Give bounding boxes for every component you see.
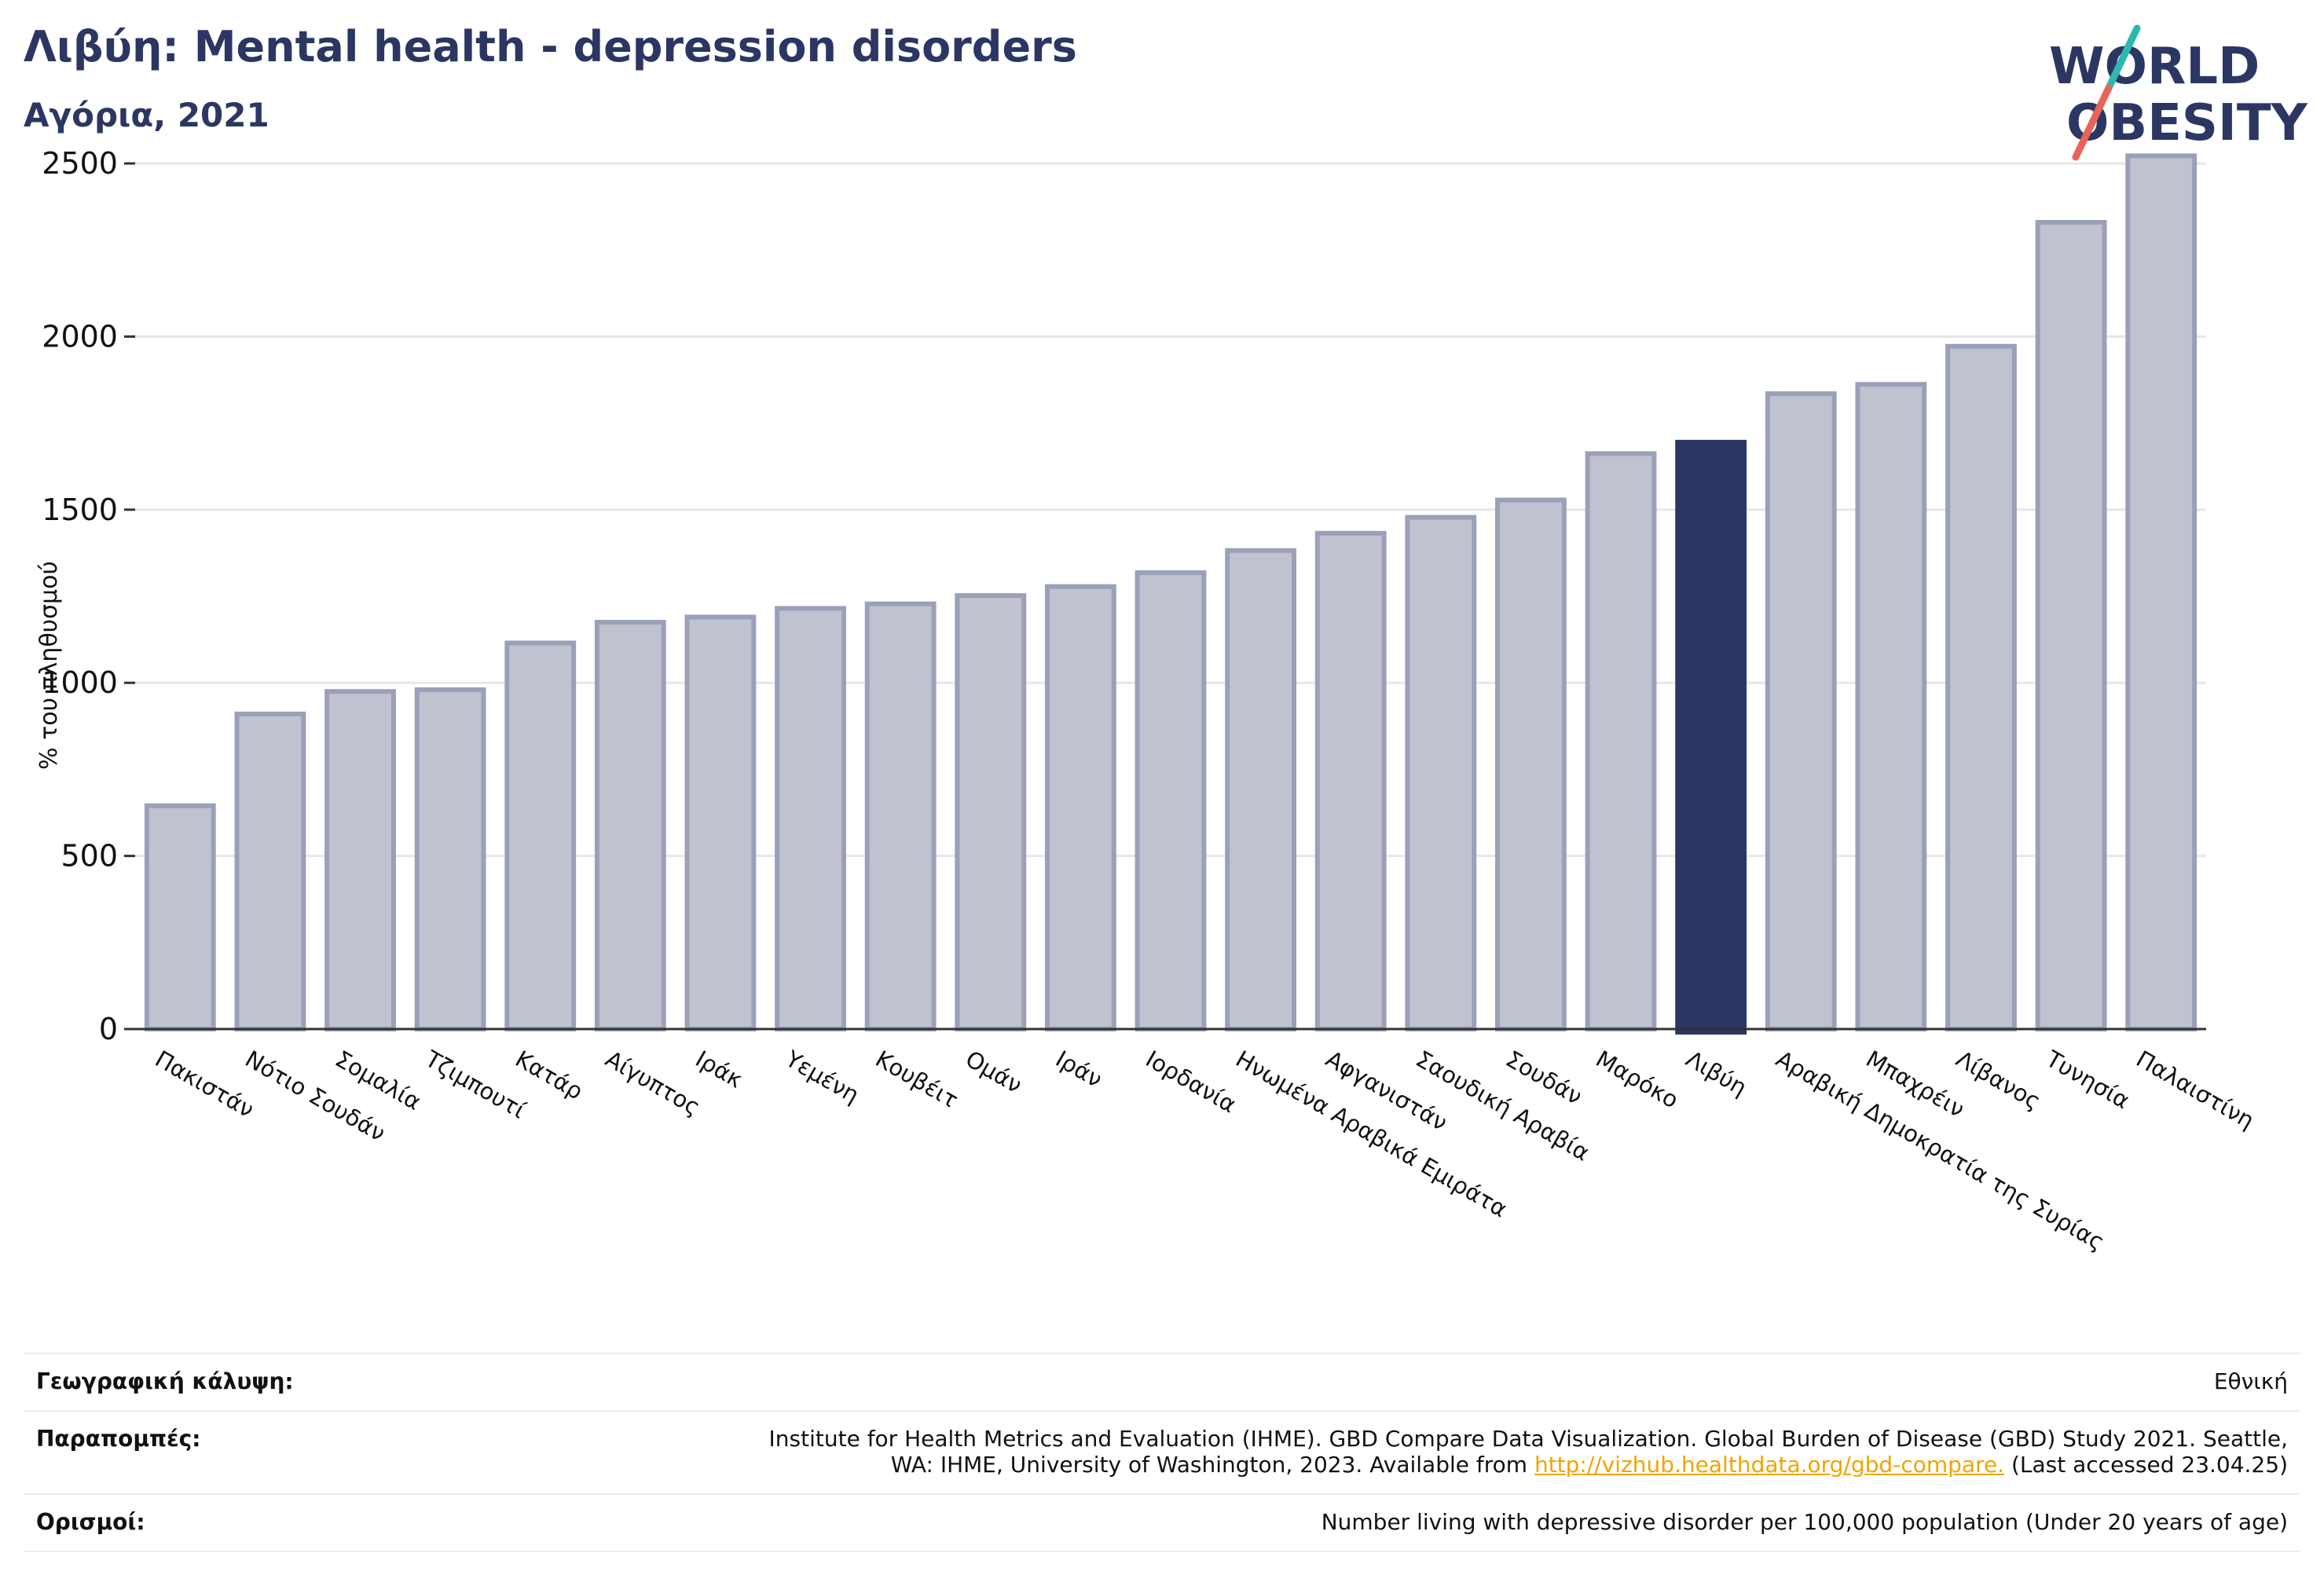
x-tick-label: Αίγυπτος	[601, 1046, 705, 1121]
bar	[1855, 382, 1927, 1031]
bar	[684, 614, 757, 1031]
x-tick-label: Ιορδανία	[1142, 1046, 1241, 1119]
y-tick-label: 0	[99, 1012, 118, 1046]
bar	[775, 606, 846, 1031]
logo-slash-red	[2072, 84, 2113, 161]
x-tick-label: Τυνησία	[2041, 1045, 2135, 1114]
logo-text-world: WORLD	[2049, 38, 2260, 96]
bar	[955, 593, 1027, 1031]
bar	[2035, 220, 2107, 1031]
x-tick-label: Ιράκ	[691, 1046, 747, 1093]
references-link[interactable]: http://vizhub.healthdata.org/gbd-compare…	[1534, 1452, 2005, 1478]
meta-row-definitions: Ορισμοί: Number living with depressive d…	[24, 1495, 2300, 1552]
y-tick-label: 500	[60, 839, 118, 874]
axes	[124, 162, 2206, 1031]
x-tick-label: Πακιστάν	[151, 1046, 258, 1123]
bar	[864, 601, 937, 1031]
bar	[1945, 343, 2017, 1031]
logo-slash-teal	[2105, 24, 2141, 92]
bar	[414, 687, 486, 1031]
y-tick-label: 2500	[42, 146, 118, 181]
x-tick-label: Κουβέιτ	[871, 1046, 963, 1114]
bar	[1765, 391, 1837, 1031]
y-tick-label: 1000	[42, 665, 118, 700]
y-axis-label: % του πληθυσμού	[35, 561, 63, 770]
chart-title: Λιβύη: Mental health - depression disord…	[24, 22, 1077, 71]
coverage-value: Εθνική	[2213, 1368, 2288, 1394]
coverage-label: Γεωγραφική κάλυψη:	[36, 1368, 294, 1394]
y-tick-label: 2000	[42, 319, 118, 353]
bar	[1495, 497, 1567, 1031]
x-tick-label: Λιβύη	[1681, 1046, 1751, 1101]
bar	[1135, 570, 1207, 1031]
bar	[144, 803, 216, 1031]
meta-row-references: Παραπομπές: Institute for Health Metrics…	[24, 1412, 2300, 1495]
x-tick-label: Παλαιστίνη	[2132, 1046, 2259, 1134]
world-obesity-logo: WORLD OBESITY	[2049, 24, 2308, 161]
references-label: Παραπομπές:	[36, 1426, 201, 1452]
metadata-table: Γεωγραφική κάλυψη: Εθνική Παραπομπές: In…	[24, 1353, 2300, 1552]
bar	[1585, 451, 1657, 1031]
bar	[1044, 584, 1116, 1031]
x-tick-label: Ομάν	[961, 1046, 1026, 1099]
references-line2-pre: WA: IHME, University of Washington, 2023…	[890, 1452, 1534, 1478]
bar	[504, 640, 577, 1031]
y-tick-label: 1500	[42, 493, 118, 527]
bar	[324, 689, 396, 1031]
meta-row-coverage: Γεωγραφική κάλυψη: Εθνική	[24, 1354, 2300, 1412]
definitions-label: Ορισμοί:	[36, 1509, 145, 1535]
bar	[2125, 153, 2198, 1031]
bar	[1225, 548, 1297, 1031]
bar	[594, 620, 666, 1031]
bars	[144, 153, 2198, 1035]
x-tick-label: Μαρόκο	[1592, 1046, 1684, 1114]
bar	[1314, 530, 1387, 1031]
references-line2-post: (Last accessed 23.04.25)	[2004, 1452, 2288, 1478]
bar	[234, 711, 306, 1032]
references-value: Institute for Health Metrics and Evaluat…	[769, 1426, 2288, 1478]
chart-subtitle: Αγόρια, 2021	[24, 96, 269, 134]
x-tick-label: Υεμένη	[780, 1045, 863, 1108]
bar	[1405, 515, 1477, 1031]
definitions-value: Number living with depressive disorder p…	[1321, 1509, 2288, 1535]
logo-text-obesity: OBESITY	[2066, 94, 2308, 152]
bar	[1675, 439, 1747, 1035]
references-line1: Institute for Health Metrics and Evaluat…	[768, 1426, 2288, 1452]
x-tick-label: Τζιμπουτί	[420, 1045, 530, 1124]
x-tick-label: Ιράν	[1051, 1046, 1107, 1093]
